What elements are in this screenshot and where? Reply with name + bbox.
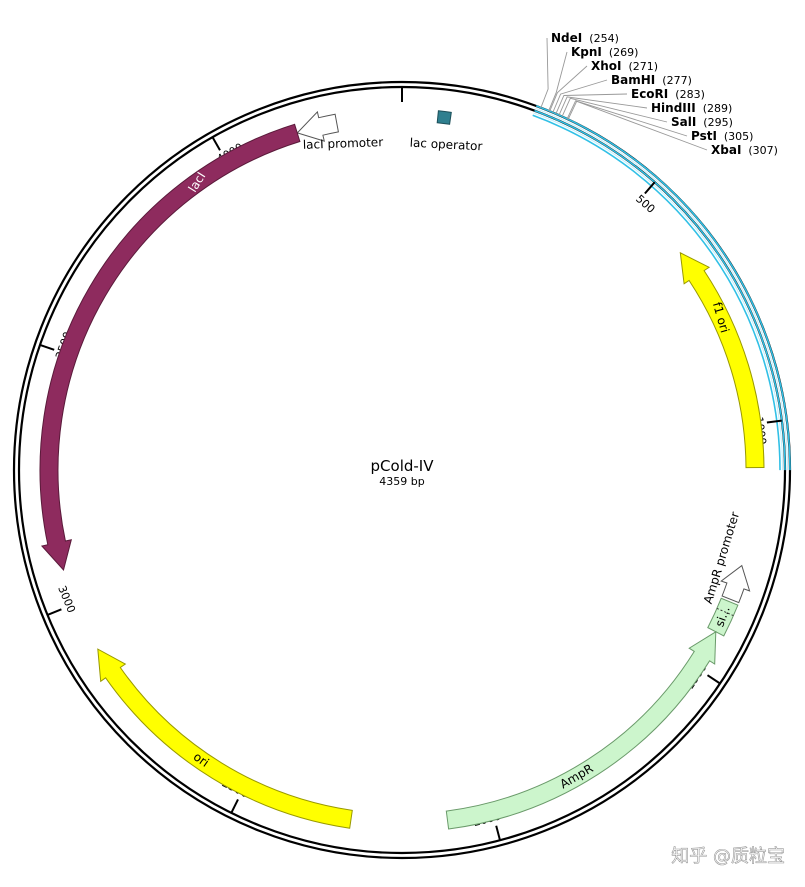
laci-promoter-label: lacI promoter [303,135,384,152]
site-name: XbaI [711,143,741,157]
ampr-arrow [445,630,717,830]
site-name: NdeI [551,31,582,45]
site-sali: SalI (295) [561,97,733,129]
site-position: (295) [703,116,733,129]
center-labels: pCold-IV 4359 bp [371,457,435,488]
site-leader-line [555,93,628,114]
plasmid-size: 4359 bp [379,475,424,488]
f1-ori-feature: f1 ori [679,251,765,469]
mcs-highlight-region [532,105,791,471]
site-name: PstI [691,129,717,143]
scale-tick-mark [644,181,656,195]
laci-arrow [39,123,301,572]
ampr-promoter-arrow [720,564,751,604]
site-name: EcoRI [631,87,668,101]
ampr-signal-feature: si... [707,597,739,637]
signal-sequence-divider [716,607,734,617]
mcs-highlight-line [535,107,788,471]
site-hindiii: HindIII (289) [558,96,733,116]
laci-feature: lacI [39,123,301,572]
site-position: (269) [609,46,639,59]
mcs-highlight-line [532,114,781,471]
site-psti: PstI (305) [566,100,754,143]
site-name: KpnI [571,45,602,59]
site-name: XhoI [591,59,622,73]
site-xbai: XbaI (307) [567,100,778,157]
ampr-signal-label: si... [712,604,732,629]
site-name: BamHI [611,73,655,87]
scale-tick-mark [495,825,501,841]
scale-tick-mark [706,674,721,685]
scale-tick-mark [766,419,782,424]
scale-tick-mark [230,798,239,814]
site-position: (271) [629,60,659,73]
site-xhoi: XhoI (271) [549,59,659,112]
site-position: (289) [703,102,733,115]
plasmid-name: pCold-IV [371,457,435,475]
site-position: (283) [675,88,705,101]
site-leader-line [567,100,708,151]
site-ndei: NdeI (254) [540,31,619,108]
site-ecori: EcoRI (283) [555,87,705,114]
scale-tick-mark [39,343,55,351]
site-leader-line [540,37,549,108]
site-leader-line [566,100,688,137]
ampr-feature: AmpR [445,630,717,830]
mcs-highlight-line [533,112,783,471]
ampr-signal-arrow [707,597,739,637]
watermark: 知乎 @质粒宝 [671,846,785,867]
scale-tick-mark [211,136,221,151]
site-leader-line [561,97,668,123]
site-leader-line [558,96,648,116]
lac-operator-label: lac operator [409,136,482,154]
site-kpni: KpnI (269) [548,45,639,111]
f1-ori-arrow [679,251,765,469]
site-leader-line [552,79,608,113]
laci-promoter-arrow [296,110,339,142]
laci-promoter-feature: lacI promoter [296,110,384,152]
scale-tick-label: 500 [633,192,657,216]
ori-arrow [97,648,353,829]
site-position: (305) [724,130,754,143]
site-leader-line [549,65,588,112]
site-leader-line [548,51,568,111]
ampr-promoter-feature: AmpR promoter [701,510,751,605]
restriction-sites: NdeI (254)KpnI (269)XhoI (271)BamHI (277)Eco… [540,31,778,157]
mcs-highlight-line [535,105,791,471]
site-name: HindIII [651,101,696,115]
scale-ticks: 5001000150020002500300035004000 [39,136,782,841]
lac-operator-feature: lac operator [409,110,483,154]
site-name: SalI [671,115,696,129]
site-position: (254) [589,32,619,45]
scale-tick-mark [47,608,62,616]
lac-operator-arrow [436,110,452,125]
mcs-highlight-line [534,109,786,471]
site-bamhi: BamHI (277) [552,73,692,113]
site-position: (307) [748,144,778,157]
ori-feature: ori [97,648,353,829]
site-position: (277) [662,74,692,87]
